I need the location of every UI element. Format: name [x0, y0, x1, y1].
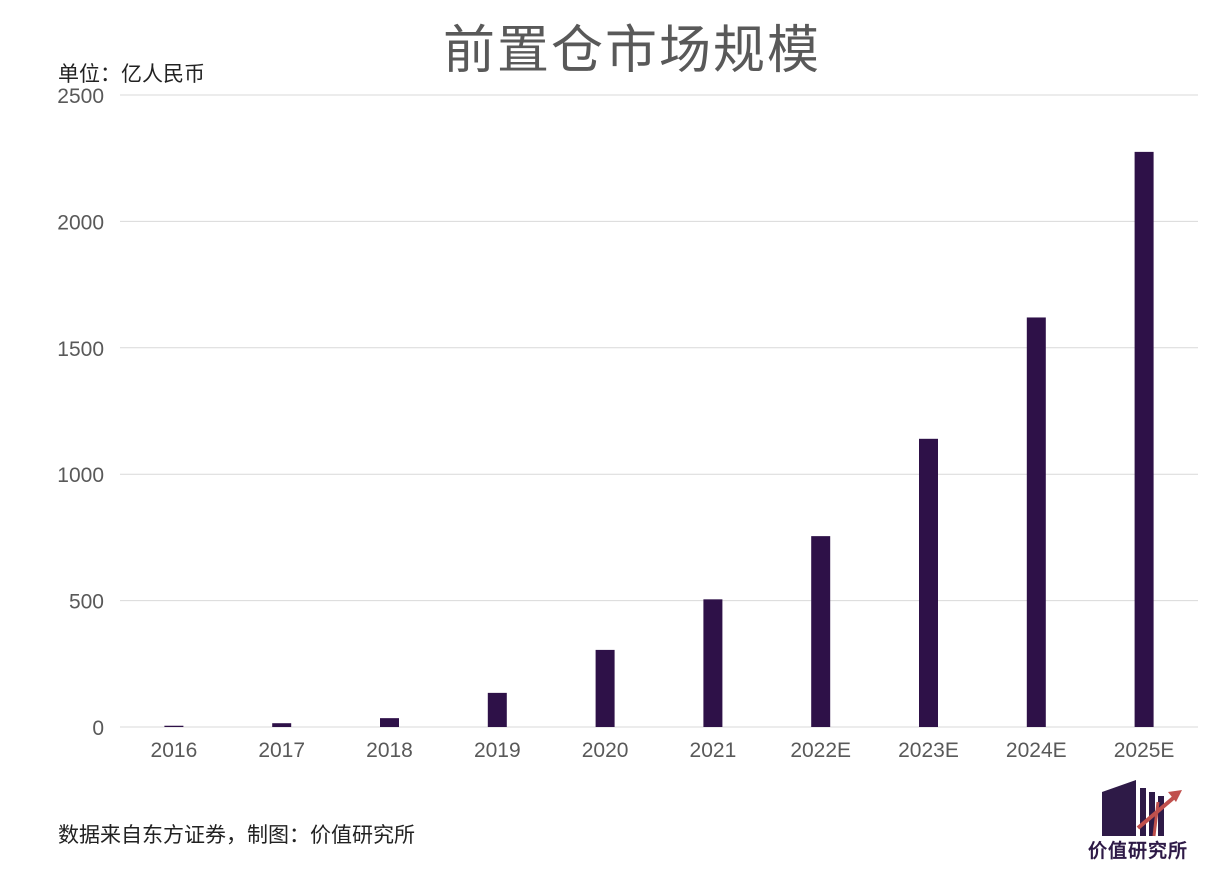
x-tick-label: 2016 [151, 739, 198, 762]
grid-lines [120, 94, 1198, 728]
bar-2019 [487, 692, 507, 727]
x-tick-label: 2023E [898, 739, 959, 762]
bar-2017 [272, 723, 292, 727]
x-tick-label: 2021 [690, 739, 737, 762]
chart-title: 前置仓市场规模 [442, 21, 821, 81]
bar-2020 [595, 649, 615, 727]
y-tick-label: 2500 [57, 85, 104, 108]
bar-2025E [1134, 151, 1154, 727]
bar-2022E [811, 536, 831, 727]
y-tick-label: 1500 [57, 338, 104, 361]
x-tick-label: 2019 [474, 739, 521, 762]
bar-2023E [919, 438, 938, 727]
y-tick-label: 0 [92, 717, 104, 740]
logo-text: 价值研究所 [1088, 840, 1189, 862]
x-tick-label: 2024E [1006, 739, 1067, 762]
bar-2018 [380, 718, 399, 727]
x-axis-ticks: 2016 2017 2018 2019 2020 2021 2022E 2023E 2024E 2… [151, 739, 1175, 762]
y-tick-label: 2000 [57, 211, 104, 234]
y-tick-label: 1000 [57, 464, 104, 487]
x-tick-label: 2025E [1114, 739, 1175, 762]
bar-2021 [703, 599, 723, 727]
x-tick-label: 2020 [582, 739, 629, 762]
bar-2016 [164, 725, 184, 727]
bars [164, 151, 1154, 727]
x-tick-label: 2022E [790, 739, 851, 762]
logo: 价值研究所 [1088, 778, 1188, 864]
logo-icon [1102, 780, 1182, 837]
source-note: 数据来自东方证券，制图：价值研究所 [58, 823, 415, 847]
bar-chart: 0 500 1000 1500 2000 2500 2016 2017 2018 2019 202… [57, 85, 1198, 762]
y-tick-label: 500 [69, 591, 104, 614]
bar-2024E [1026, 317, 1046, 727]
unit-label: 单位：亿人民币 [58, 62, 205, 86]
x-tick-label: 2018 [366, 739, 413, 762]
x-tick-label: 2017 [258, 739, 305, 762]
y-axis-ticks: 0 500 1000 1500 2000 2500 [57, 85, 104, 740]
